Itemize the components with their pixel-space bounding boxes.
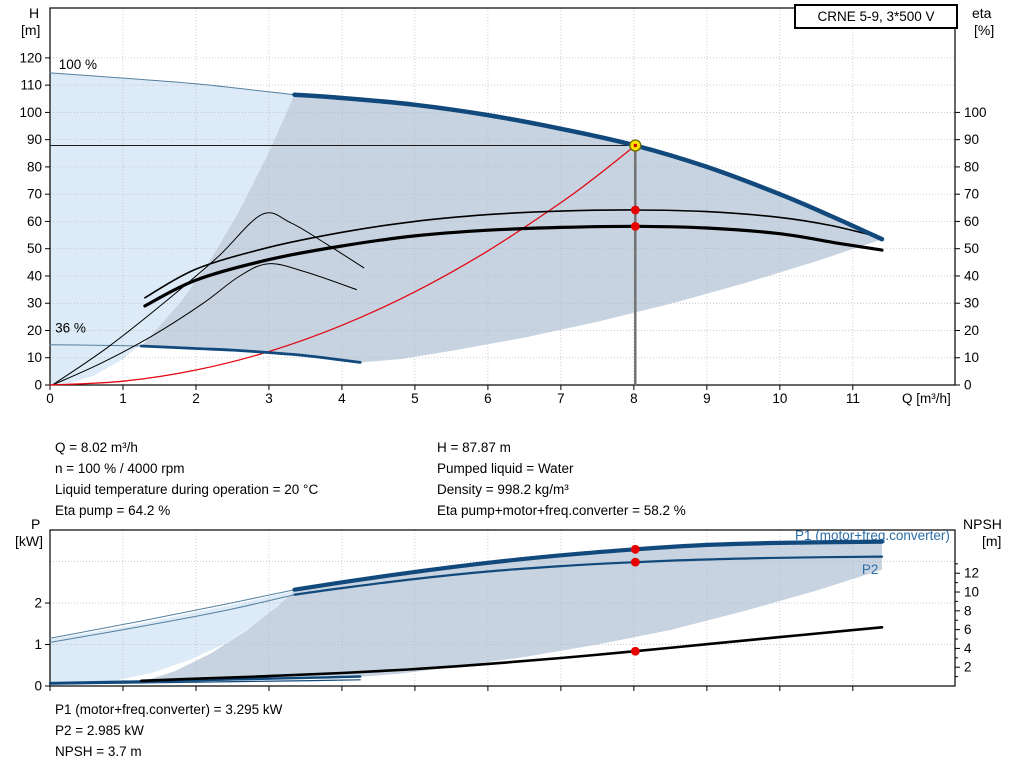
duty-point[interactable] [629,139,642,152]
y-right-tick-label: 8 [964,603,972,618]
operating-envelope-light [50,72,295,386]
system-curve [49,144,636,386]
duty-speed-text: n = 100 % / 4000 rpm [55,461,185,476]
pump-model-title: CRNE 5-9, 3*500 V [794,4,958,29]
duty-liquid-text: Pumped liquid = Water [437,461,574,476]
y-right-tick-label: 90 [964,132,979,147]
eta-total-curve [143,224,884,308]
x-tick-label: 10 [772,391,787,406]
speed-label-36: 36 % [55,321,86,336]
y-right-tick-label: 50 [964,241,979,256]
y-left-tick-label: 100 [19,105,42,120]
pump-curve-min-extension [49,344,142,347]
y-left-tick-label: 110 [20,78,42,93]
y-left-tick-label: 40 [27,268,42,283]
npsh-axis-name: NPSH [963,516,1002,532]
y-left-tick-label: 70 [27,187,42,202]
y-right-tick-label: 60 [964,214,979,229]
h-axis-name: H [29,5,40,21]
y-right-tick-label: 0 [964,378,972,393]
eta-pump-curve [144,209,883,299]
eta-axis-name: eta [972,5,992,21]
y-left-tick-label: 0 [34,378,42,393]
y-left-tick-label: 50 [27,241,42,256]
plot-border [49,529,956,687]
p1-label: P1 (motor+freq.converter) [795,528,950,543]
x-tick-label: 8 [630,391,638,406]
x-tick-label: 0 [46,391,54,406]
duty-density-text: Density = 998.2 kg/m³ [437,482,569,497]
speed-label-100: 100 % [59,57,97,72]
p1-curve-extension [49,589,295,639]
duty-h-text: H = 87.87 m [437,440,511,455]
y-right-tick-label: 2 [964,660,972,675]
pump-curve-min-speed [139,344,362,364]
p-axis-name: P [31,516,41,532]
p-axis-unit: [kW] [15,533,43,549]
y-right-tick-label: 4 [964,641,972,656]
q-axis-label: Q [m³/h] [902,391,951,406]
x-tick-label: 5 [411,391,419,406]
p1-curve-min-speed [48,675,362,685]
h-axis-unit: [m] [21,22,41,38]
p2-label: P2 [862,562,879,577]
y-left-tick-label: 20 [27,323,42,338]
eta-arc-reduced-speed-1 [53,212,365,385]
y-right-tick-label: 12 [964,566,979,581]
duty-temp-text: Liquid temperature during operation = 20… [55,482,319,497]
p2-point [630,557,640,567]
pump-curve-max-extension [49,72,295,96]
eta-arc-reduced-speed-2 [53,263,357,385]
y-right-tick-label: 80 [964,159,979,174]
power-envelope-light [50,590,295,686]
p1-point [630,544,640,554]
y-left-tick-label: 120 [19,50,42,65]
p2-curve-min-speed [49,679,361,685]
npsh-point [630,646,640,656]
duty-p2-text: P2 = 2.985 kW [55,723,144,738]
y-left-tick-label: 0 [34,679,42,694]
p2-curve-extension [49,594,295,643]
p1-curve [292,539,885,592]
y-right-tick-label: 10 [964,585,979,600]
y-right-tick-label: 100 [964,105,987,120]
x-tick-label: 4 [338,391,346,406]
x-tick-label: 3 [265,391,273,406]
plot-border [49,7,956,386]
duty-eta-total-text: Eta pump+motor+freq.converter = 58.2 % [437,503,686,518]
x-tick-label: 11 [846,391,860,406]
y-right-tick-label: 6 [964,622,972,637]
duty-eta-text: Eta pump = 64.2 % [55,503,171,518]
duty-p1-text: P1 (motor+freq.converter) = 3.295 kW [55,702,283,717]
y-left-tick-label: 30 [27,296,42,311]
x-tick-label: 9 [703,391,711,406]
x-tick-label: 7 [557,391,565,406]
eta-axis-unit: [%] [974,22,995,38]
pump-curve-max-speed [292,92,885,242]
y-right-tick-label: 20 [964,323,979,338]
y-left-tick-label: 1 [34,637,42,652]
x-tick-label: 2 [192,391,200,406]
y-left-tick-label: 60 [27,214,42,229]
npsh-curve [139,626,884,683]
p2-curve [293,555,884,596]
y-right-tick-label: 70 [964,187,979,202]
x-tick-label: 6 [484,391,492,406]
eta-pump-point [630,205,640,215]
y-left-tick-label: 10 [27,350,42,365]
eta-total-point [630,221,640,231]
power-envelope [141,541,882,682]
y-right-tick-label: 40 [964,268,979,283]
y-left-tick-label: 90 [27,132,42,147]
x-tick-label: 1 [119,391,127,406]
npsh-axis-unit: [m] [982,533,1002,549]
duty-q-text: Q = 8.02 m³/h [55,440,138,455]
y-left-tick-label: 2 [34,596,42,611]
duty-npsh-text: NPSH = 3.7 m [55,744,142,759]
y-right-tick-label: 10 [964,350,979,365]
y-right-tick-label: 30 [964,296,979,311]
y-left-tick-label: 80 [27,159,42,174]
